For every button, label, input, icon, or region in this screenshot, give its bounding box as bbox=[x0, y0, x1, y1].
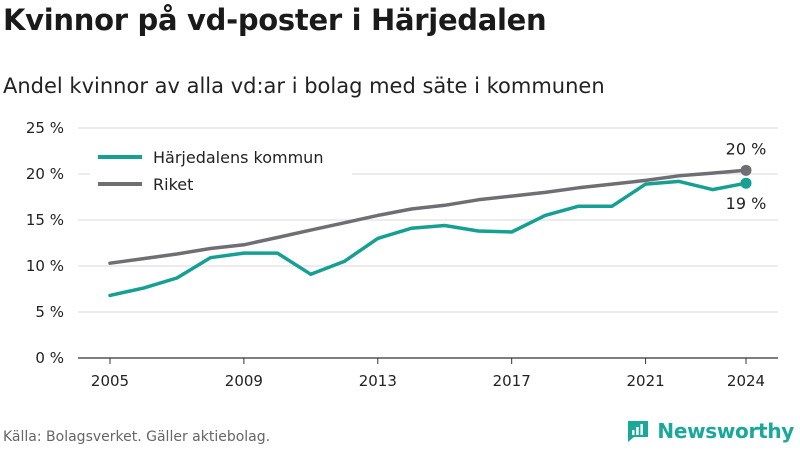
series-line-riket bbox=[108, 168, 748, 265]
x-tick-label: 2013 bbox=[359, 372, 397, 390]
x-tick-label: 2005 bbox=[91, 372, 129, 390]
end-point-riket bbox=[740, 164, 752, 176]
chart-title: Kvinnor på vd-poster i Härjedalen bbox=[3, 3, 547, 37]
legend-label-riket: Riket bbox=[153, 175, 193, 194]
source-note: Källa: Bolagsverket. Gäller aktiebolag. bbox=[3, 429, 271, 445]
x-tick-label: 2009 bbox=[225, 372, 263, 390]
legend-background bbox=[90, 141, 352, 199]
y-tick-label: 5 % bbox=[35, 303, 64, 321]
x-tick-label: 2021 bbox=[626, 372, 664, 390]
legend-label-harjedalen: Härjedalens kommun bbox=[153, 148, 323, 167]
end-point-harjedalen bbox=[740, 177, 752, 189]
series-line-harjedalen bbox=[108, 179, 748, 298]
chart-subtitle: Andel kvinnor av alla vd:ar i bolag med … bbox=[3, 74, 605, 98]
x-tick-label: 2024 bbox=[727, 372, 765, 390]
y-tick-label: 10 % bbox=[26, 257, 64, 275]
newsworthy-icon bbox=[628, 421, 649, 442]
brand-name: Newsworthy bbox=[657, 419, 794, 443]
end-label-harjedalen: 19 % bbox=[726, 194, 767, 213]
y-tick-label: 15 % bbox=[26, 211, 64, 229]
newsworthy-logo: Newsworthy bbox=[625, 418, 794, 444]
line-chart: 0 % 5 % 10 % 15 % 20 % 25 % 2005 2009 2013 2017 20… bbox=[26, 119, 778, 390]
y-tick-label: 25 % bbox=[26, 119, 64, 137]
y-tick-label: 0 % bbox=[35, 349, 64, 367]
x-tick-label: 2017 bbox=[493, 372, 531, 390]
end-label-riket: 20 % bbox=[726, 139, 767, 158]
y-tick-label: 20 % bbox=[26, 165, 64, 183]
